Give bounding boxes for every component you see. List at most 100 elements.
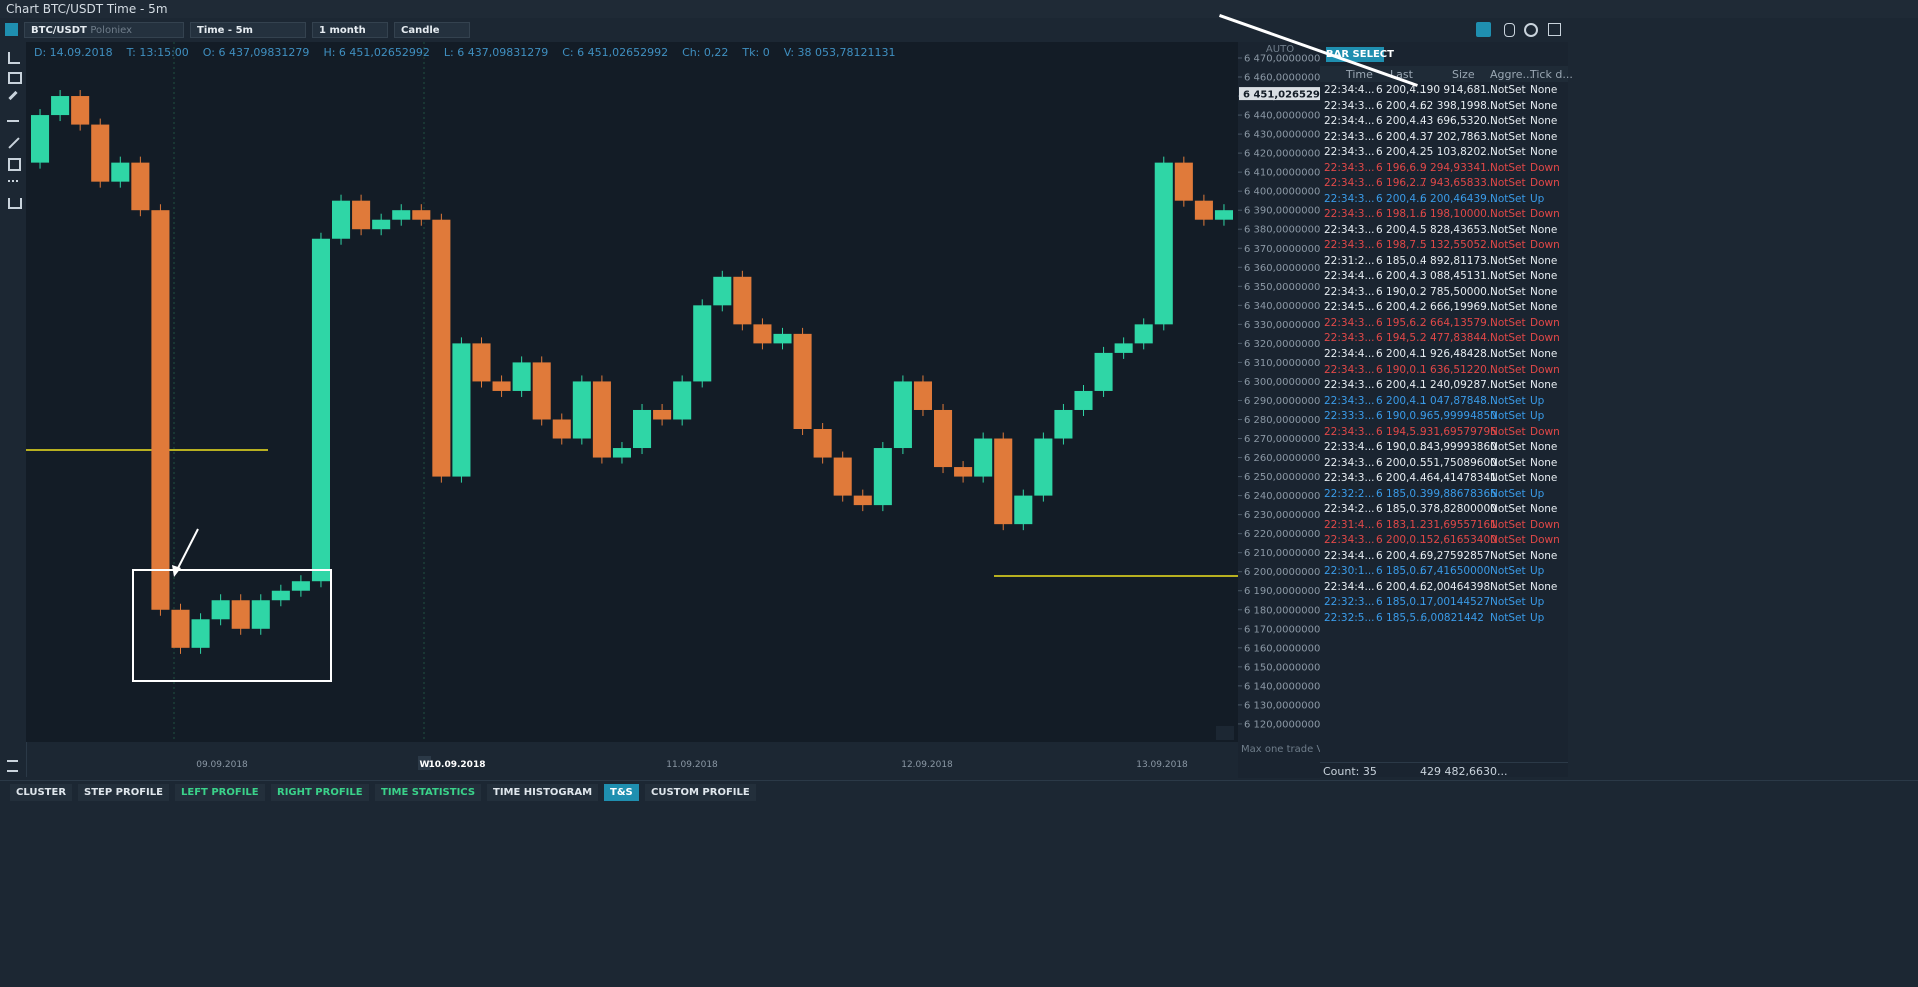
cell: 6 190,0... bbox=[1376, 410, 1427, 423]
tab[interactable]: STEP PROFILE bbox=[78, 784, 169, 801]
tab[interactable]: LEFT PROFILE bbox=[175, 784, 265, 801]
tool[interactable] bbox=[8, 137, 20, 149]
cell: 6 185,0... bbox=[1376, 565, 1427, 578]
settings-button[interactable] bbox=[1524, 23, 1538, 37]
cell: Up bbox=[1530, 596, 1545, 609]
cell: 6 200,4... bbox=[1376, 99, 1427, 112]
cell: NotSet bbox=[1490, 84, 1526, 96]
cell: 3 088,45131... bbox=[1420, 270, 1497, 283]
cell: None bbox=[1530, 130, 1558, 143]
cell: 6 185,0... bbox=[1376, 596, 1427, 609]
column-header[interactable]: Size bbox=[1452, 68, 1475, 81]
y-tick-label: 6 280,00000000 bbox=[1244, 415, 1320, 426]
candle bbox=[131, 162, 150, 211]
cell: 6 200,4... bbox=[1376, 84, 1427, 96]
tool[interactable] bbox=[8, 198, 22, 209]
cell: 6 200,4... bbox=[1376, 130, 1427, 143]
cell: 2 666,19969... bbox=[1420, 301, 1497, 314]
cell: 22:34:3... bbox=[1324, 239, 1375, 252]
trade-row: 22:34:4... 6 200,4... 43 696,5320... NotSet… bbox=[1320, 115, 1568, 130]
cell: None bbox=[1530, 503, 1558, 516]
cell: 22:32:5... bbox=[1324, 612, 1375, 625]
cell: Up bbox=[1530, 565, 1545, 578]
candle bbox=[833, 457, 852, 496]
candle bbox=[1154, 162, 1173, 325]
cell: 22:34:3... bbox=[1324, 161, 1375, 174]
cell: 22:34:3... bbox=[1324, 379, 1375, 392]
tool[interactable] bbox=[8, 180, 18, 192]
candle bbox=[813, 429, 832, 458]
column-header[interactable]: Time bbox=[1346, 68, 1373, 81]
tool[interactable] bbox=[8, 72, 22, 84]
info-item: Ch: 0,22 bbox=[682, 46, 729, 59]
cell: NotSet bbox=[1490, 472, 1526, 485]
candle bbox=[311, 238, 330, 582]
cell: 22:30:1... bbox=[1324, 565, 1375, 578]
cell: 69,27592857 bbox=[1420, 549, 1491, 562]
tab[interactable]: CUSTOM PROFILE bbox=[645, 784, 756, 801]
y-tick-label: 6 460,00000000 bbox=[1244, 73, 1320, 84]
scroll-button[interactable] bbox=[1216, 726, 1234, 740]
y-tick-label: 6 130,00000000 bbox=[1244, 700, 1320, 711]
cell: 22:33:3... bbox=[1324, 410, 1375, 423]
cell: 6 200,4... bbox=[1376, 348, 1427, 360]
cell: NotSet bbox=[1490, 285, 1526, 298]
period-select[interactable]: 1 month bbox=[312, 22, 388, 38]
cell: 5 132,55052... bbox=[1420, 239, 1497, 252]
cell: 6 190,0... bbox=[1376, 441, 1427, 454]
tool[interactable] bbox=[8, 90, 18, 101]
tool[interactable] bbox=[8, 158, 21, 171]
style-select[interactable]: Candle bbox=[394, 22, 470, 38]
cell: 231,69557161 bbox=[1420, 518, 1497, 531]
search-button[interactable] bbox=[1476, 22, 1491, 37]
trade-row: 22:32:5... 6 185,5... 6,00821442 NotSet Up bbox=[1320, 612, 1568, 627]
window-title: Chart BTC/USDT Time - 5m bbox=[6, 2, 168, 16]
timeframe-select[interactable]: Time - 5m bbox=[190, 22, 306, 38]
candle bbox=[171, 609, 190, 648]
column-header[interactable]: Aggre... bbox=[1490, 68, 1534, 81]
symbol-select[interactable]: BTC/USDT Poloniex bbox=[24, 22, 184, 38]
cell: 6 200,4... bbox=[1376, 394, 1427, 407]
arrow-head bbox=[172, 565, 181, 577]
cell: None bbox=[1530, 223, 1558, 236]
candle bbox=[91, 124, 110, 182]
week-box bbox=[418, 756, 431, 770]
candle bbox=[1174, 162, 1193, 201]
candle bbox=[452, 343, 471, 477]
tab[interactable]: TIME STATISTICS bbox=[375, 784, 482, 801]
trade-row: 22:34:3... 6 198,1... 6 198,10000... NotSet… bbox=[1320, 208, 1568, 223]
cell: 6 185,0... bbox=[1376, 487, 1427, 500]
tool-column bbox=[0, 42, 27, 777]
y-tick-label: 6 250,00000000 bbox=[1244, 472, 1320, 483]
y-tick-label: 6 360,00000000 bbox=[1244, 263, 1320, 274]
arrow bbox=[175, 528, 199, 573]
tool[interactable] bbox=[7, 120, 19, 122]
cell: Up bbox=[1530, 394, 1545, 407]
column-header[interactable]: Tick d... bbox=[1530, 68, 1573, 81]
tool[interactable] bbox=[8, 52, 20, 64]
cell: Down bbox=[1530, 534, 1560, 547]
layout-button[interactable] bbox=[1548, 23, 1561, 36]
tab[interactable]: RIGHT PROFILE bbox=[271, 784, 369, 801]
panel-icon[interactable] bbox=[5, 23, 18, 36]
cell: 22:34:3... bbox=[1324, 177, 1375, 190]
trade-row: 22:34:4... 6 200,4... 190 914,681... NotSet… bbox=[1320, 84, 1568, 99]
cell: NotSet bbox=[1490, 161, 1526, 174]
auto-label[interactable]: AUTO bbox=[1266, 44, 1294, 55]
cell: Down bbox=[1530, 239, 1560, 252]
cell: 5 828,43653... bbox=[1420, 223, 1497, 236]
tab[interactable]: CLUSTER bbox=[10, 784, 73, 801]
trade-row: 22:34:3... 6 200,4... 6 200,46439... NotSet… bbox=[1320, 193, 1568, 208]
trade-row: 22:31:2... 6 185,0... 4 892,81173... NotSet… bbox=[1320, 255, 1568, 270]
cell: NotSet bbox=[1490, 394, 1526, 407]
mouse-button[interactable] bbox=[1504, 23, 1515, 37]
tab[interactable]: TIME HISTOGRAM bbox=[487, 784, 599, 801]
candle bbox=[572, 381, 591, 439]
y-tick-label: 6 230,00000000 bbox=[1244, 510, 1320, 521]
menu-button[interactable] bbox=[7, 760, 18, 772]
tab[interactable]: T&S bbox=[604, 784, 639, 801]
candle bbox=[592, 381, 611, 458]
trade-row: 22:34:3... 6 194,5... 2 477,83844... NotSet… bbox=[1320, 332, 1568, 347]
x-tick-label: 13.09.2018 bbox=[1136, 760, 1188, 770]
candle bbox=[893, 381, 912, 449]
